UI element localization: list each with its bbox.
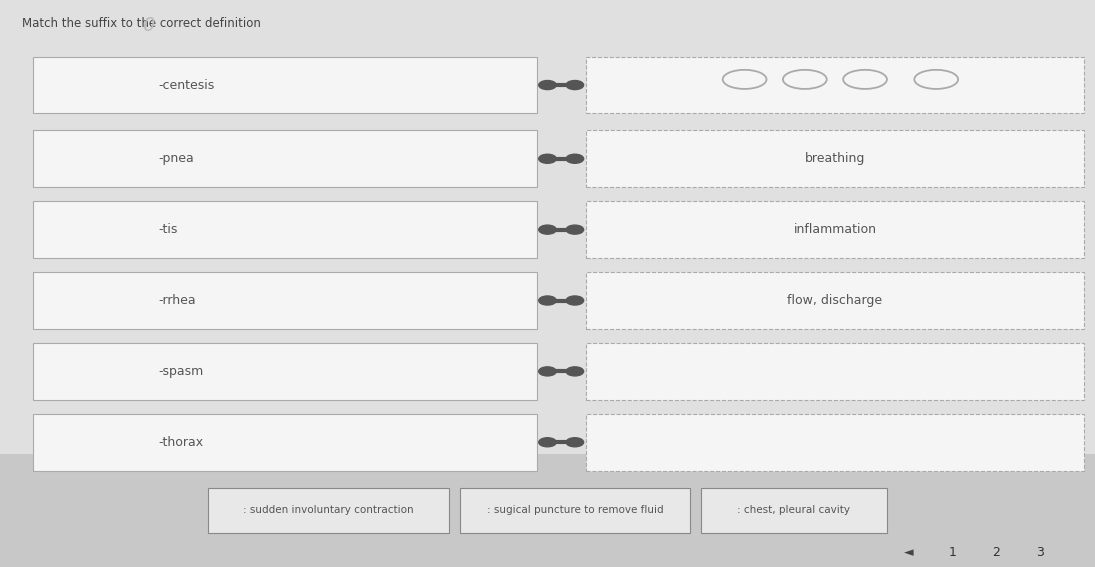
Circle shape xyxy=(539,154,556,163)
Text: breathing: breathing xyxy=(805,153,865,165)
Circle shape xyxy=(566,367,584,376)
Circle shape xyxy=(566,81,584,90)
Text: : sugical puncture to remove fluid: : sugical puncture to remove fluid xyxy=(486,505,664,515)
Circle shape xyxy=(539,438,556,447)
Circle shape xyxy=(539,296,556,305)
FancyBboxPatch shape xyxy=(460,488,690,533)
FancyBboxPatch shape xyxy=(586,201,1084,258)
Circle shape xyxy=(539,81,556,90)
Circle shape xyxy=(566,225,584,234)
Text: : chest, pleural cavity: : chest, pleural cavity xyxy=(737,505,851,515)
FancyBboxPatch shape xyxy=(33,343,537,400)
Text: 2: 2 xyxy=(992,547,1001,559)
FancyBboxPatch shape xyxy=(586,343,1084,400)
FancyBboxPatch shape xyxy=(701,488,887,533)
Text: ◄: ◄ xyxy=(904,547,913,559)
Circle shape xyxy=(566,296,584,305)
FancyBboxPatch shape xyxy=(33,130,537,187)
Text: -centesis: -centesis xyxy=(159,79,215,91)
FancyBboxPatch shape xyxy=(0,0,1095,454)
Text: -tis: -tis xyxy=(159,223,178,236)
Circle shape xyxy=(566,438,584,447)
FancyBboxPatch shape xyxy=(33,272,537,329)
FancyBboxPatch shape xyxy=(33,57,537,113)
FancyBboxPatch shape xyxy=(586,57,1084,113)
FancyBboxPatch shape xyxy=(586,414,1084,471)
FancyBboxPatch shape xyxy=(33,414,537,471)
Text: -thorax: -thorax xyxy=(159,436,204,448)
Text: -pnea: -pnea xyxy=(159,153,195,165)
FancyBboxPatch shape xyxy=(586,130,1084,187)
Text: 1: 1 xyxy=(948,547,957,559)
Text: Match the suffix to the correct definition: Match the suffix to the correct definiti… xyxy=(22,17,261,30)
Text: inflammation: inflammation xyxy=(794,223,876,236)
Text: flow, discharge: flow, discharge xyxy=(787,294,883,307)
FancyBboxPatch shape xyxy=(586,272,1084,329)
FancyBboxPatch shape xyxy=(208,488,449,533)
FancyBboxPatch shape xyxy=(33,201,537,258)
Circle shape xyxy=(566,154,584,163)
Text: -rrhea: -rrhea xyxy=(159,294,196,307)
Text: 3: 3 xyxy=(1036,547,1045,559)
Text: 0: 0 xyxy=(141,16,154,35)
Text: : sudden involuntary contraction: : sudden involuntary contraction xyxy=(243,505,414,515)
Circle shape xyxy=(539,225,556,234)
FancyBboxPatch shape xyxy=(0,454,1095,567)
Circle shape xyxy=(539,367,556,376)
Text: -spasm: -spasm xyxy=(159,365,204,378)
